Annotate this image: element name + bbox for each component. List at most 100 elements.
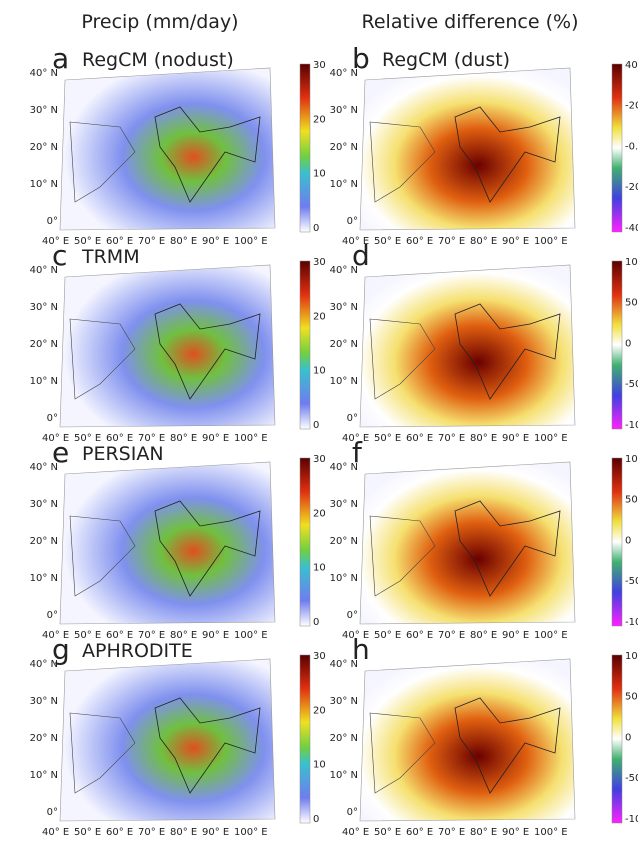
lat-label: 40° N [330, 265, 358, 276]
colorbar-label: 0 [313, 617, 319, 628]
colorbar-label: 20 [313, 311, 326, 322]
lon-label: 50° E [374, 827, 401, 838]
colorbar-label: 100 [625, 454, 638, 465]
colorbar-label: 50 [625, 692, 638, 703]
lon-label: 100° E [234, 236, 268, 247]
lat-label: 40° N [30, 265, 58, 276]
lon-label: 50° E [374, 433, 401, 444]
lon-label: 70° E [438, 236, 465, 247]
lon-label: 60° E [106, 827, 133, 838]
map-field [360, 462, 575, 624]
colorbar-label: 30 [313, 257, 326, 268]
map-field [360, 659, 575, 821]
panel-title: RegCM (dust) [382, 49, 510, 71]
lon-label: 50° E [374, 630, 401, 641]
colorbar-label: 20 [313, 705, 326, 716]
colorbar-label: 10 [313, 563, 326, 574]
lat-label: 40° N [30, 462, 58, 473]
map-field [60, 68, 275, 230]
panel-title: APHRODITE [82, 640, 193, 662]
colorbar-label: 0 [313, 420, 319, 431]
lat-label: 0° [47, 610, 58, 621]
lat-label: 10° N [30, 770, 58, 781]
lat-label: 30° N [30, 696, 58, 707]
colorbar-label: 50 [625, 495, 638, 506]
lat-label: 0° [347, 216, 358, 227]
colorbar-label: -100 [625, 420, 638, 431]
lat-label: 20° N [30, 536, 58, 547]
colorbar [612, 64, 622, 232]
map-field [360, 265, 575, 427]
colorbar [300, 655, 310, 823]
lat-label: 40° N [30, 659, 58, 670]
lat-label: 40° N [330, 68, 358, 79]
lon-label: 90° E [202, 827, 229, 838]
lat-label: 10° N [330, 376, 358, 387]
lon-label: 100° E [534, 630, 568, 641]
colorbar-label: 0 [625, 535, 631, 546]
lat-label: 20° N [330, 733, 358, 744]
lat-label: 40° N [330, 462, 358, 473]
panel-title: TRMM [81, 246, 140, 268]
colorbar-label: -40 [625, 223, 638, 234]
lon-label: 100° E [234, 827, 268, 838]
colorbar-label: 10 [313, 169, 326, 180]
lon-label: 50° E [74, 827, 101, 838]
lat-label: 10° N [330, 573, 358, 584]
lon-label: 70° E [138, 236, 165, 247]
lon-label: 100° E [234, 630, 268, 641]
lon-label: 60° E [406, 236, 433, 247]
lon-label: 100° E [534, 236, 568, 247]
colorbar-label: 0 [313, 223, 319, 234]
colorbar [612, 655, 622, 823]
lon-label: 90° E [502, 630, 529, 641]
lat-label: 20° N [30, 733, 58, 744]
colorbar-label: 30 [313, 651, 326, 662]
lat-label: 10° N [30, 179, 58, 190]
lat-label: 0° [347, 807, 358, 818]
lon-label: 80° E [170, 236, 197, 247]
colorbar-label: 20 [313, 508, 326, 519]
map-field [360, 68, 575, 230]
colorbar-label: -50 [625, 576, 638, 587]
lon-label: 100° E [534, 433, 568, 444]
lon-label: 40° E [42, 827, 69, 838]
colorbar-label: -100 [625, 617, 638, 628]
lon-label: 100° E [534, 827, 568, 838]
lon-label: 90° E [202, 630, 229, 641]
lat-label: 10° N [30, 573, 58, 584]
lon-label: 80° E [470, 827, 497, 838]
lon-label: 80° E [170, 433, 197, 444]
lat-label: 20° N [330, 142, 358, 153]
lon-label: 70° E [438, 630, 465, 641]
lat-label: 30° N [330, 499, 358, 510]
colorbar [612, 458, 622, 626]
lon-label: 60° E [406, 630, 433, 641]
lat-label: 30° N [30, 302, 58, 313]
lat-label: 20° N [30, 339, 58, 350]
lat-label: 0° [47, 807, 58, 818]
colorbar [300, 64, 310, 232]
colorbar-label: 100 [625, 651, 638, 662]
colorbar-label: 100 [625, 257, 638, 268]
column-header: Precip (mm/day) [81, 11, 238, 33]
lat-label: 20° N [330, 339, 358, 350]
colorbar [612, 261, 622, 429]
column-header: Relative difference (%) [362, 11, 579, 33]
lon-label: 60° E [406, 433, 433, 444]
colorbar-label: 10 [313, 366, 326, 377]
panel-title: RegCM (nodust) [82, 49, 234, 71]
colorbar-label: 20 [313, 114, 326, 125]
figure: Precip (mm/day) Relative difference (%) … [0, 0, 638, 863]
lon-label: 90° E [202, 236, 229, 247]
colorbar [300, 261, 310, 429]
colorbar-label: 0 [625, 732, 631, 743]
lat-label: 40° N [30, 68, 58, 79]
lat-label: 30° N [330, 105, 358, 116]
lon-label: 70° E [138, 827, 165, 838]
lon-label: 90° E [502, 433, 529, 444]
lat-label: 30° N [330, 302, 358, 313]
lon-label: 40° E [342, 827, 369, 838]
lat-label: 30° N [330, 696, 358, 707]
